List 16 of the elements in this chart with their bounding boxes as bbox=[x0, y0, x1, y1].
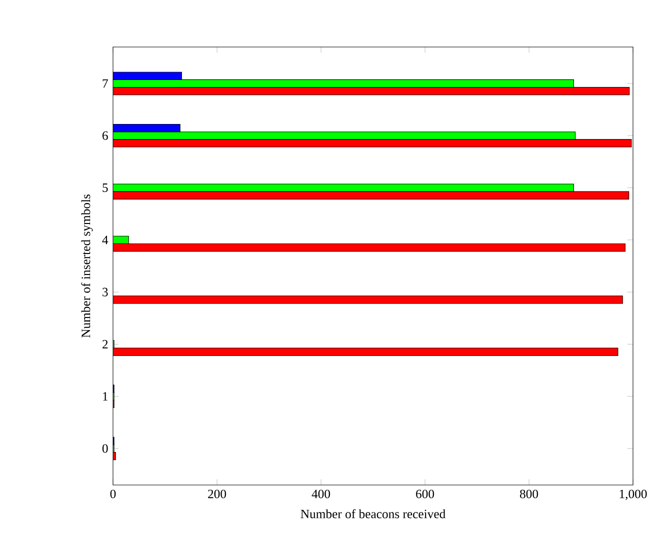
y-tick-label: 2 bbox=[102, 340, 108, 348]
x-axis-title: Number of beacons received bbox=[300, 509, 446, 518]
x-tick-label: 1,000 bbox=[620, 490, 647, 500]
y-tick-label: 1 bbox=[103, 392, 108, 401]
y-axis-title: Number of inserted symbols bbox=[81, 194, 93, 338]
x-tick-label: 800 bbox=[520, 490, 538, 498]
y-tick-label: 6 bbox=[102, 131, 108, 140]
y-tick-label: 0 bbox=[102, 444, 108, 453]
x-tick-label: 600 bbox=[416, 490, 434, 498]
x-tick-label: 200 bbox=[208, 490, 226, 498]
x-tick-label: 0 bbox=[110, 490, 116, 498]
y-tick-label: 4 bbox=[102, 236, 108, 244]
y-tick-label: 5 bbox=[102, 184, 108, 192]
x-tick-label: 400 bbox=[312, 490, 330, 498]
y-tick-label: 3 bbox=[102, 288, 108, 296]
y-tick-label: 7 bbox=[102, 79, 108, 88]
